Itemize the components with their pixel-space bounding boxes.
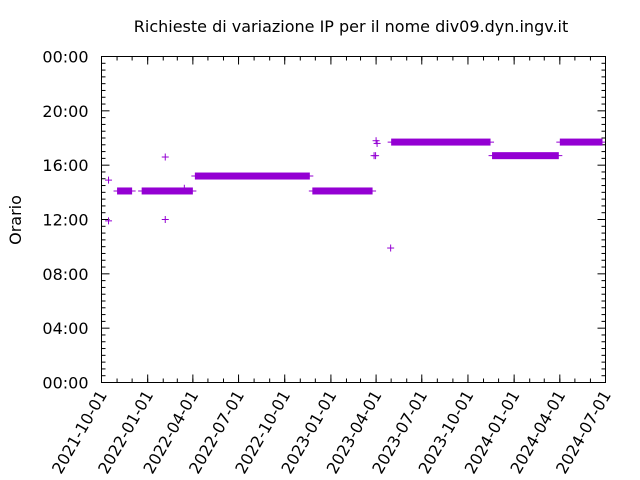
data-point [372, 152, 380, 160]
axis-ticks [101, 56, 606, 383]
data-point [373, 139, 381, 147]
data-point [387, 244, 395, 252]
plot-frame [101, 56, 606, 383]
data-point [105, 217, 113, 225]
y-axis-label: Orario [6, 195, 25, 245]
chart-title: Richieste di variazione IP per il nome d… [134, 17, 569, 36]
data-point [161, 153, 169, 161]
x-tick-labels: 2021-10-012022-01-012022-04-012022-07-01… [48, 387, 615, 477]
y-tick-label: 00:00 [42, 48, 88, 67]
y-tick-label: 12:00 [42, 211, 88, 230]
data-point [161, 216, 169, 223]
y-tick-labels: 00:00 04:00 08:00 12:00 16:00 20:00 00:00 [42, 48, 88, 393]
data-point [180, 184, 188, 192]
y-tick-label: 08:00 [42, 265, 88, 284]
y-tick-label: 04:00 [42, 319, 88, 338]
series-segments [113, 138, 606, 195]
series-points [105, 137, 395, 252]
y-tick-label: 00:00 [42, 374, 88, 393]
data-point [105, 176, 113, 184]
y-tick-label: 16:00 [42, 156, 88, 175]
y-tick-label: 20:00 [42, 102, 88, 121]
